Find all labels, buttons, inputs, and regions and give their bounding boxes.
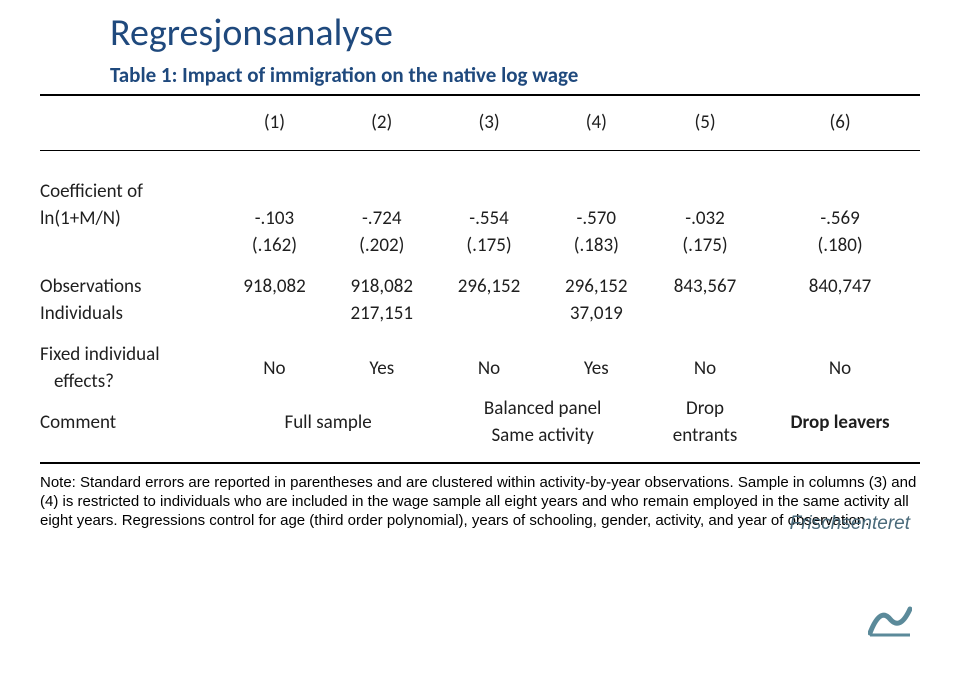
cell: -.570	[543, 205, 650, 232]
var-label: ln(1+M/N)	[40, 205, 221, 232]
cell: -.554	[435, 205, 542, 232]
col-header: (3)	[435, 109, 542, 136]
ind-label: Individuals	[40, 300, 221, 327]
cell: 296,152	[435, 273, 542, 300]
fe-label: effects?	[40, 368, 221, 395]
cell: 843,567	[650, 273, 760, 300]
cell: Drop	[650, 395, 760, 422]
brand-name: Frischsenteret	[790, 513, 910, 534]
cell: -.032	[650, 205, 760, 232]
note-prefix: Note:	[40, 474, 80, 491]
cell: Yes	[543, 341, 650, 395]
cell: 840,747	[760, 273, 920, 300]
col-header: (6)	[760, 109, 920, 136]
cell: 296,152	[543, 273, 650, 300]
comment-label: Comment	[40, 395, 221, 449]
col-header: (2)	[328, 109, 435, 136]
table-note: Note: Standard errors are reported in pa…	[40, 474, 920, 536]
cell: No	[221, 341, 328, 395]
cell: (.175)	[435, 232, 542, 259]
cell: entrants	[650, 422, 760, 449]
brand-logo-icon	[868, 603, 912, 637]
coef-label: Coefficient of	[40, 178, 221, 205]
cell: -.569	[760, 205, 920, 232]
cell	[760, 300, 920, 327]
cell: Full sample	[221, 395, 436, 449]
cell: -.724	[328, 205, 435, 232]
page-title: Regresjonsanalyse	[110, 10, 920, 56]
cell: Drop leavers	[760, 395, 920, 449]
cell: (.162)	[221, 232, 328, 259]
table-title: Table 1: Impact of immigration on the na…	[110, 62, 920, 88]
cell	[221, 300, 328, 327]
cell: Same activity	[435, 422, 650, 449]
cell: Balanced panel	[435, 395, 650, 422]
cell: 918,082	[221, 273, 328, 300]
cell	[650, 300, 760, 327]
col-header: (4)	[543, 109, 650, 136]
cell: 918,082	[328, 273, 435, 300]
fe-label: Fixed individual	[40, 341, 221, 368]
col-header: (5)	[650, 109, 760, 136]
cell: (.175)	[650, 232, 760, 259]
cell: -.103	[221, 205, 328, 232]
cell: (.180)	[760, 232, 920, 259]
cell: No	[435, 341, 542, 395]
cell	[435, 300, 542, 327]
note-body: Standard errors are reported in parenthe…	[40, 474, 916, 529]
col-header: (1)	[221, 109, 328, 136]
cell: 37,019	[543, 300, 650, 327]
cell: (.183)	[543, 232, 650, 259]
cell: (.202)	[328, 232, 435, 259]
cell: No	[760, 341, 920, 395]
regression-table: (1) (2) (3) (4) (5) (6) Coefficient of l…	[40, 94, 920, 464]
cell: 217,151	[328, 300, 435, 327]
obs-label: Observations	[40, 273, 221, 300]
cell: Yes	[328, 341, 435, 395]
cell: No	[650, 341, 760, 395]
